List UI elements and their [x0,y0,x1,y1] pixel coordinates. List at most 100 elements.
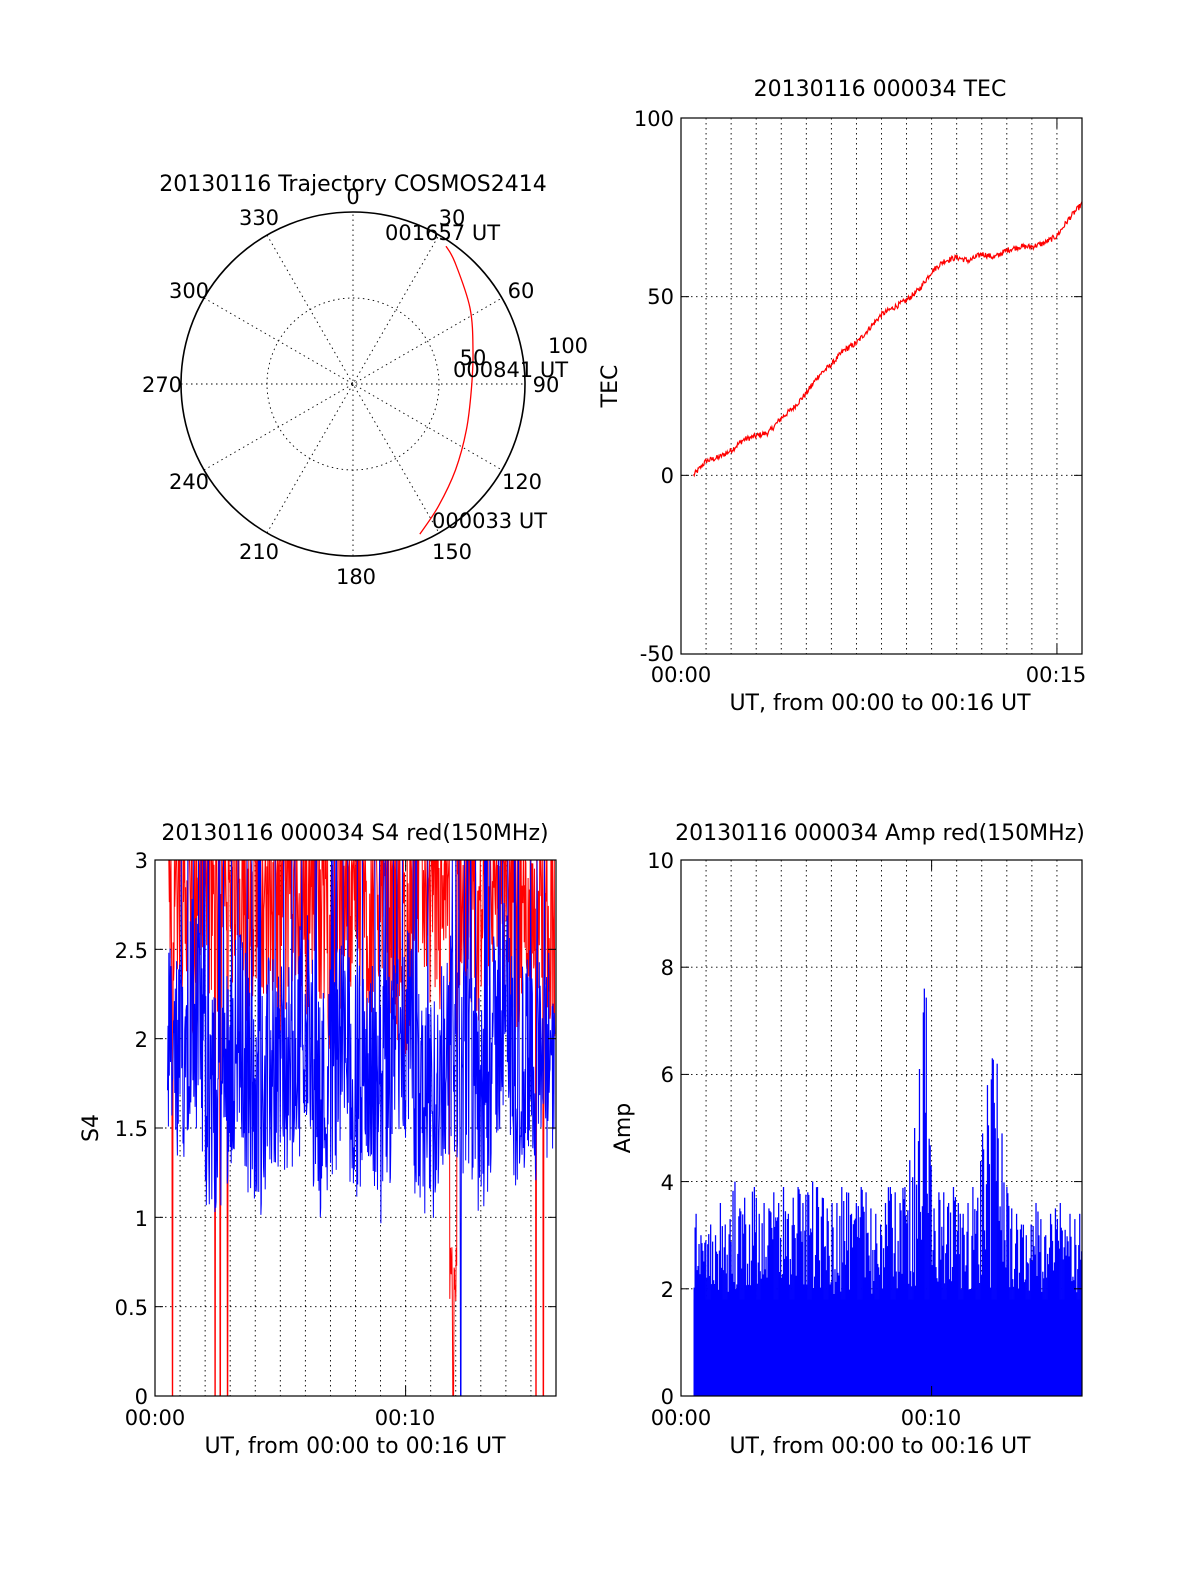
amp-bar [711,1241,714,1396]
amp-bar [1057,1240,1059,1396]
amp-bar [783,1258,786,1396]
amp-bar [844,1241,846,1396]
amp-bar [722,1270,724,1396]
amp-bar [1004,1240,1006,1396]
tec-xtick-0000: 00:00 [651,663,712,687]
amp-bar [985,1184,988,1396]
amp-ytick-0: 0 [661,1385,674,1409]
amp-bar [1065,1255,1067,1396]
amp-bar [947,1203,950,1396]
amp-bar [777,1217,779,1396]
amp-bar [773,1192,775,1396]
amp-bar [721,1226,723,1396]
tec-ytick-100: 100 [634,107,674,131]
amp-bar [768,1208,770,1396]
amp-bar [977,1197,979,1396]
amp-bar [948,1279,951,1396]
amp-bar [739,1208,741,1396]
amp-bar [700,1235,702,1396]
amp-bar [806,1284,808,1396]
amp-bar [784,1211,787,1396]
azimuth-label-300: 300 [169,279,209,303]
amp-bar [959,1213,961,1396]
amp-bar [1031,1261,1033,1396]
amp-bar [993,1102,995,1396]
amp-bar [1048,1264,1050,1396]
amp-bar [848,1289,851,1396]
amp-bar [915,1184,918,1396]
amp-bar [840,1291,842,1396]
amp-bar [798,1189,800,1396]
amp-bar [845,1264,847,1396]
amp-bar [1075,1244,1077,1396]
amp-bar [743,1233,745,1396]
amp-bar [879,1274,881,1396]
amp-bar [750,1260,753,1396]
amp-bar [965,1265,967,1396]
amp-bar [916,1238,919,1396]
amp-bar [945,1253,947,1396]
amp-bar [886,1246,889,1396]
amp-bar [982,1149,985,1396]
amp-bar [986,1085,989,1396]
amp-bar [793,1224,795,1396]
tec-frame [680,117,1083,655]
amp-bar [979,1283,981,1396]
amp-bar [859,1217,861,1396]
amp-bar [1059,1203,1061,1396]
polar-chart: 20130116 Trajectory COSMOS2414 0 30 60 9… [142,172,588,589]
amp-bar [719,1203,722,1396]
amp-bar [881,1288,884,1396]
amp-ytick-8: 8 [661,956,674,980]
amp-bar [968,1289,970,1396]
amp-bar [995,1181,997,1396]
amp-bar [869,1271,871,1396]
amp-bar [970,1289,972,1396]
amp-bar [939,1199,941,1396]
amp-bar [826,1208,828,1396]
amp-xtick-0000: 00:00 [651,1406,712,1430]
amp-bar [996,1063,998,1396]
amp-bar [825,1270,827,1396]
amp-bar [816,1187,819,1396]
amp-bar [703,1261,705,1396]
amp-bar [1041,1291,1043,1396]
amp-bar [770,1212,772,1396]
polar-grid [181,212,525,556]
amp-bar [865,1192,867,1396]
tec-ytick-50: 50 [647,285,674,309]
amp-bar [983,1230,986,1396]
amp-bar [927,1213,929,1396]
amp-bar [1064,1229,1066,1396]
amp-bar [919,1211,922,1396]
amp-bar [707,1244,709,1396]
amp-bar [889,1187,891,1396]
amp-ylabel: Amp [611,1103,636,1153]
amp-bar [988,1164,991,1396]
tec-chart: 20130116 000034 TEC 100 50 0 -50 00:00 0… [598,77,1086,716]
amp-bar [962,1213,964,1396]
amp-frame [680,859,1083,1397]
amp-bar [775,1217,777,1396]
amp-bar [1053,1262,1056,1396]
amp-bar [748,1224,751,1396]
amp-bar [950,1281,953,1396]
azimuth-label-210: 210 [239,540,279,564]
amp-bar [850,1213,853,1396]
amp-bar [762,1274,764,1396]
amp-bar [795,1275,797,1396]
amp-bar [735,1289,737,1396]
amp-bar [815,1187,818,1396]
amp-bar [712,1280,715,1396]
amp-bar [1027,1263,1029,1396]
amp-bar [829,1284,831,1396]
amp-bar [714,1235,717,1396]
amp-bar [930,1165,932,1396]
amp-bar [802,1203,804,1396]
amp-bar [730,1241,732,1396]
amp-bar [966,1231,968,1396]
amp-bar [873,1281,875,1396]
amp-bar [841,1187,843,1396]
amp-bar [1021,1237,1024,1396]
amp-bar [947,1206,949,1396]
